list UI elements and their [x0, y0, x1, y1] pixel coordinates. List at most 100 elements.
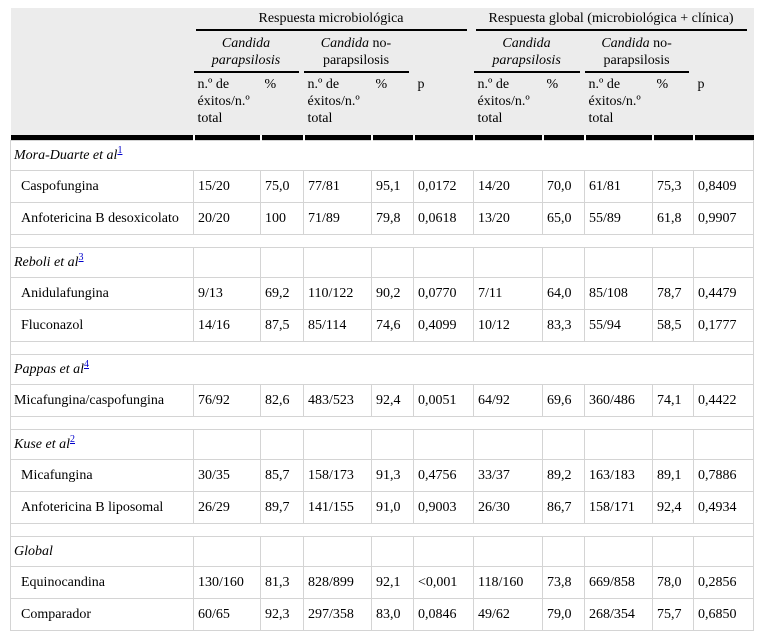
- study-name: Kuse et al: [14, 437, 70, 452]
- group-header-row: Kuse et al2: [10, 429, 755, 460]
- group-header-row: Pappas et al4: [9, 354, 755, 385]
- value-cell: 0,0770: [412, 277, 475, 310]
- spacer-cell: [9, 416, 755, 430]
- colheader-n-exitos: n.º de éxitos/n.º total: [584, 73, 653, 135]
- spacer-cell: [9, 523, 755, 537]
- empty-cell: [193, 247, 261, 278]
- value-cell: 20/20: [193, 202, 261, 235]
- value-cell: 0,9907: [693, 202, 755, 235]
- rule-segment: [302, 135, 372, 141]
- value-cell: 78,0: [652, 566, 695, 599]
- value-cell: 110/122: [303, 277, 372, 310]
- study-name: Global: [14, 544, 53, 559]
- value-cell: 87,5: [260, 309, 304, 342]
- value-cell: 26/30: [473, 491, 544, 524]
- rule-segment: [692, 135, 754, 141]
- study-name: Pappas et al: [14, 362, 84, 377]
- percent-label: %: [656, 77, 669, 92]
- group-title-global: Respuesta global (microbiológica + clíni…: [475, 11, 747, 31]
- value-cell: 73,8: [542, 566, 586, 599]
- rule-segment: [583, 135, 653, 141]
- empty-cell: [652, 429, 695, 460]
- header-cell-respuesta-microbiologica: Respuesta microbiológica: [193, 8, 474, 31]
- colheader-percent: %: [371, 73, 414, 135]
- value-cell: 77/81: [303, 170, 372, 203]
- value-cell: 75,7: [652, 598, 695, 631]
- empty-cell: [693, 247, 755, 278]
- p-value-label: p: [697, 77, 705, 92]
- value-cell: 74,6: [371, 309, 414, 342]
- spacer-row: [9, 234, 755, 248]
- value-cell: 89,1: [652, 459, 695, 492]
- reference-link-2[interactable]: 2: [70, 434, 75, 446]
- study-name: Mora-Duarte et al: [14, 148, 118, 163]
- value-cell: 130/160: [193, 566, 261, 599]
- value-cell: 26/29: [193, 491, 261, 524]
- candida-italic: Candida: [601, 36, 650, 51]
- treatment-label: Equinocandina: [10, 566, 194, 599]
- value-cell: 79,8: [371, 202, 414, 235]
- reference-superscript: 4: [84, 357, 89, 370]
- value-cell: 13/20: [473, 202, 544, 235]
- value-cell: 85/114: [303, 309, 372, 342]
- reference-superscript: 3: [79, 250, 84, 263]
- reference-link-4[interactable]: 4: [84, 359, 89, 371]
- n-exitos-label: n.º de éxitos/n.º total: [588, 77, 641, 126]
- group-header-row: Global: [10, 536, 755, 567]
- treatment-label: Anfotericina B liposomal: [10, 491, 194, 524]
- subheader-cell-candida-no-parapsilosis: Candida no- parapsilosis: [303, 31, 414, 73]
- value-cell: 14/16: [193, 309, 261, 342]
- empty-cell: [193, 429, 261, 460]
- empty-cell: [473, 536, 544, 567]
- value-cell: 0,4422: [693, 384, 755, 417]
- spacer-row: [9, 523, 755, 537]
- value-cell: 100: [260, 202, 304, 235]
- value-cell: 360/486: [584, 384, 654, 417]
- reference-superscript: 2: [70, 432, 75, 445]
- value-cell: 158/173: [303, 459, 372, 492]
- value-cell: 483/523: [303, 384, 372, 417]
- value-cell: 49/62: [473, 598, 544, 631]
- value-cell: 71/89: [303, 202, 372, 235]
- no-parapsilosis-text: no- parapsilosis: [603, 36, 672, 68]
- empty-cell: [260, 247, 304, 278]
- value-cell: 65,0: [542, 202, 586, 235]
- spacer-cell: [9, 234, 755, 248]
- value-cell: 268/354: [584, 598, 654, 631]
- empty-cell: [193, 536, 261, 567]
- subheader-cell-candida-parapsilosis-global: Candida parapsilosis: [473, 31, 585, 73]
- empty-cell: [303, 429, 372, 460]
- data-row: Micafungina/caspofungina 76/92 82,6 483/523…: [10, 384, 755, 417]
- value-cell: 75,0: [260, 170, 304, 203]
- rule-segment: [370, 135, 414, 141]
- empty-cell: [693, 429, 755, 460]
- rule-segment: [541, 135, 585, 141]
- value-cell: 0,0172: [412, 170, 475, 203]
- data-row: Comparador 60/65 92,3 297/358 83,0 0,0846 49/6…: [10, 598, 755, 631]
- rule-segment: [472, 135, 543, 141]
- percent-label: %: [264, 77, 277, 92]
- value-cell: 92,3: [260, 598, 304, 631]
- value-cell: <0,001: [412, 566, 475, 599]
- colheader-percent: %: [652, 73, 694, 135]
- value-cell: 55/94: [584, 309, 654, 342]
- rule-segment: [412, 135, 474, 141]
- value-cell: 0,4934: [693, 491, 755, 524]
- subheader-candida-parapsilosis: Candida parapsilosis: [473, 35, 580, 73]
- table-body: Mora-Duarte et al1 Caspofungina 15/20 75,0 7…: [9, 140, 755, 631]
- rule-segment: [651, 135, 694, 141]
- spacer-row: [9, 341, 755, 355]
- data-row: Anfotericina B desoxicolato 20/20 100 71/89…: [10, 202, 755, 235]
- empty-cell: [542, 247, 586, 278]
- treatment-label: Fluconazol: [10, 309, 194, 342]
- reference-link-3[interactable]: 3: [78, 252, 84, 264]
- group-title-microbiologica: Respuesta microbiológica: [195, 11, 467, 31]
- reference-link-1[interactable]: 1: [117, 145, 123, 157]
- value-cell: 0,1777: [693, 309, 755, 342]
- value-cell: 55/89: [584, 202, 654, 235]
- colheader-n-exitos: n.º de éxitos/n.º total: [303, 73, 372, 135]
- value-cell: 163/183: [584, 459, 654, 492]
- colheader-p: p: [693, 73, 754, 135]
- group-label-cell: Reboli et al3: [10, 247, 194, 278]
